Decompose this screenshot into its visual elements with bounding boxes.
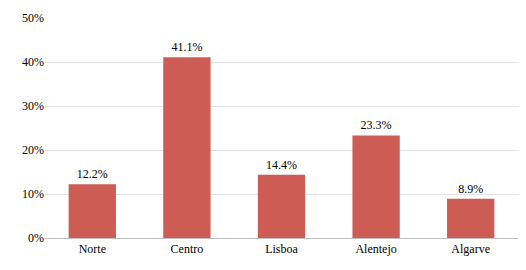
svg-text:0%: 0% <box>28 231 44 245</box>
svg-text:40%: 40% <box>22 55 44 69</box>
svg-text:50%: 50% <box>22 11 44 25</box>
svg-text:14.4%: 14.4% <box>266 158 297 172</box>
svg-text:41.1%: 41.1% <box>171 40 202 54</box>
svg-text:30%: 30% <box>22 99 44 113</box>
svg-text:8.9%: 8.9% <box>458 182 483 196</box>
svg-text:Centro: Centro <box>171 242 204 256</box>
svg-text:Norte: Norte <box>79 242 106 256</box>
svg-text:10%: 10% <box>22 187 44 201</box>
svg-text:Alentejo: Alentejo <box>355 242 396 256</box>
svg-text:23.3%: 23.3% <box>361 118 392 132</box>
svg-text:20%: 20% <box>22 143 44 157</box>
svg-text:Algarve: Algarve <box>451 242 490 256</box>
svg-text:Lisboa: Lisboa <box>265 242 298 256</box>
svg-text:12.2%: 12.2% <box>77 167 108 181</box>
